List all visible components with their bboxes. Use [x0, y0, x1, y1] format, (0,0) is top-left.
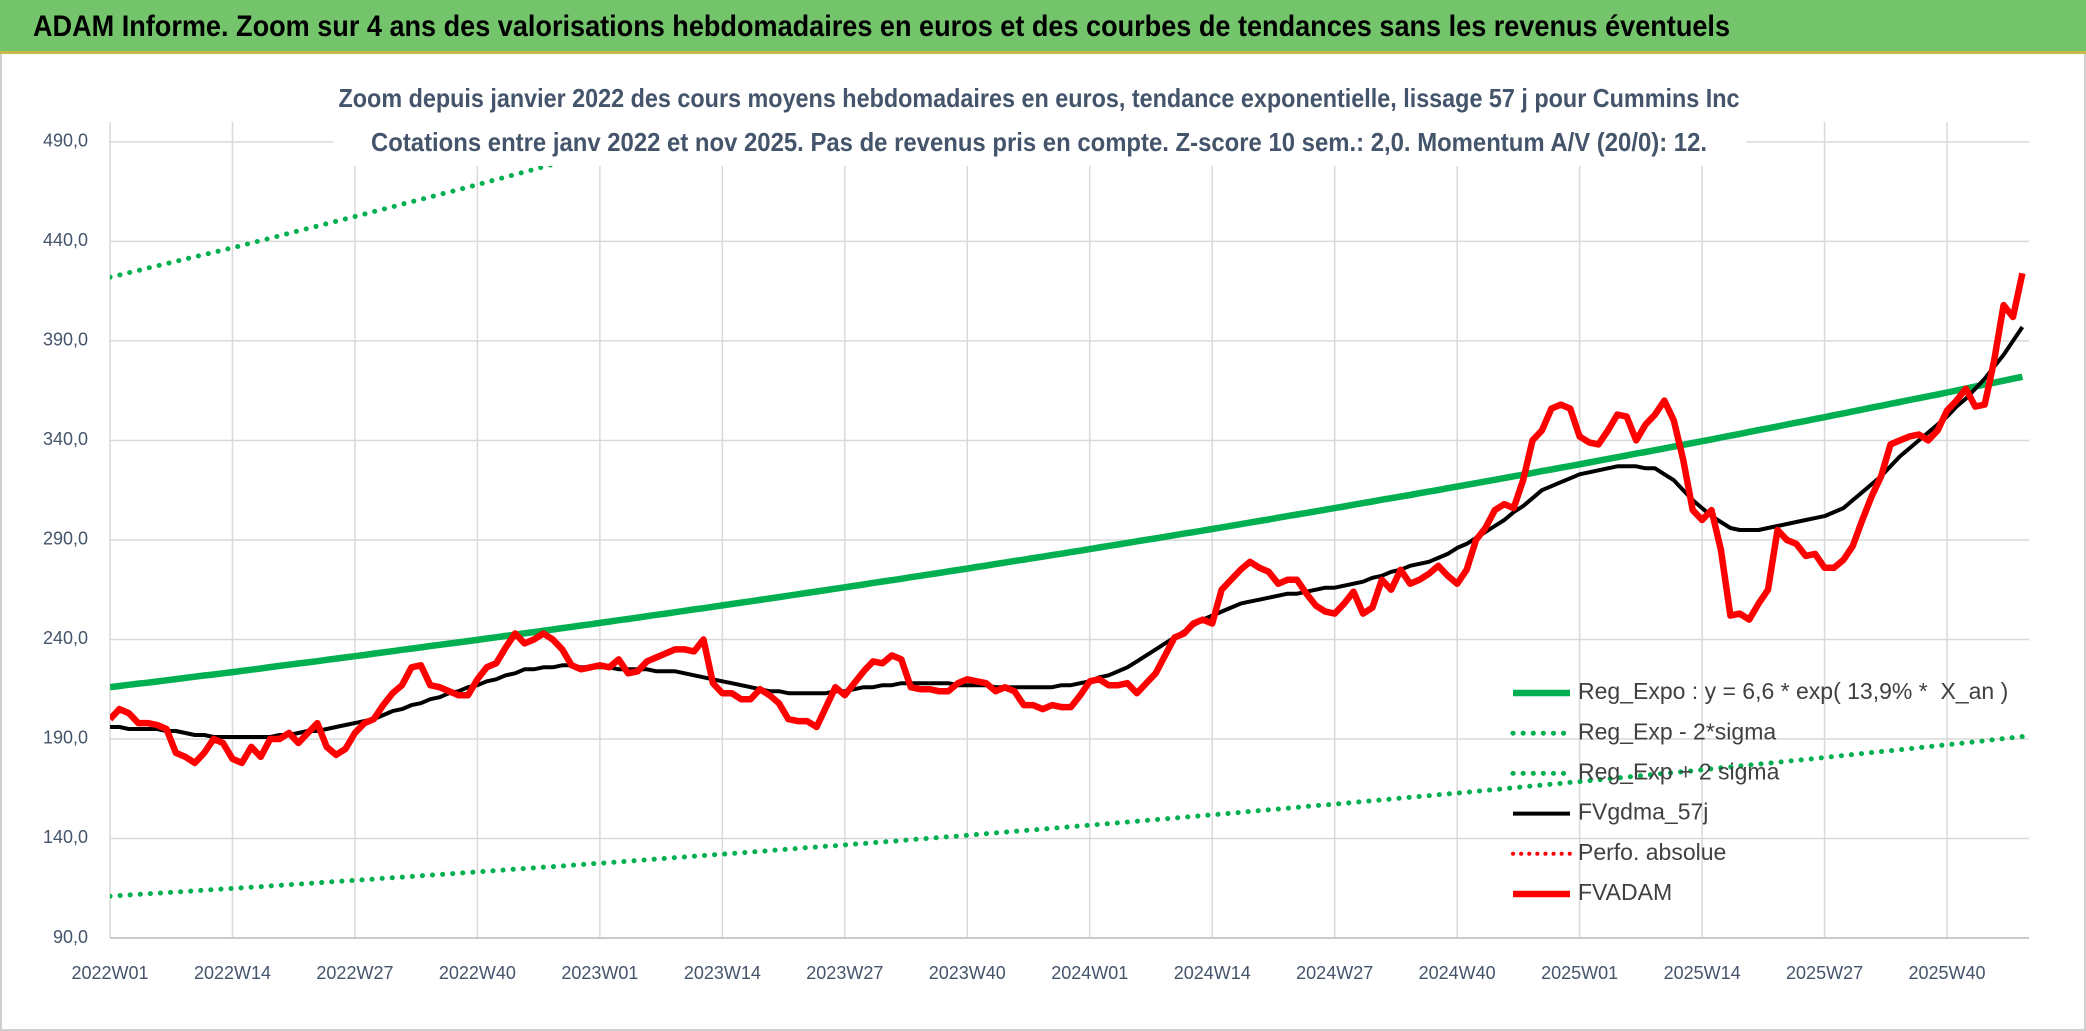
grid: 90,0 140,0 190,0 240,0 290,0 340,0 390,0 440,0 4…	[43, 122, 2029, 983]
y-tick-label: 490,0	[43, 131, 88, 151]
y-tick-label: 140,0	[43, 827, 88, 847]
subtitle: Zoom depuis janvier 2022 des cours moyen…	[339, 83, 1740, 113]
x-tick-label: 2025W14	[1664, 963, 1741, 983]
x-tick-label: 2022W14	[194, 963, 271, 983]
y-tick-label: 440,0	[43, 230, 88, 250]
banner-edge	[0, 51, 2086, 54]
x-tick-label: 2023W14	[684, 963, 761, 983]
legend-label: FVADAM	[1578, 879, 1672, 905]
legend: Reg_Expo : y = 6,6 * exp( 13,9% * X_an )…	[1510, 678, 2008, 905]
y-tick-label: 240,0	[43, 628, 88, 648]
y-tick-label: 290,0	[43, 529, 88, 549]
series-line	[110, 325, 2025, 739]
x-tick-label: 2022W27	[316, 963, 393, 983]
legend-label: Reg_Exp + 2 sigma	[1578, 758, 1780, 784]
legend-label: Reg_Exp - 2*sigma	[1578, 718, 1776, 744]
y-tick-label: 190,0	[43, 728, 88, 748]
x-tick-label: 2024W01	[1051, 963, 1128, 983]
x-tick-label: 2024W40	[1419, 963, 1496, 983]
legend-label: FVgdma_57j	[1578, 799, 1708, 825]
subtitle-box	[333, 80, 1746, 166]
series-line	[110, 734, 2025, 899]
x-tick-label: 2022W01	[71, 963, 148, 983]
chart-title: ADAM Informe. Zoom sur 4 ans des valoris…	[33, 10, 1730, 43]
series-line	[110, 272, 2026, 767]
subtitle: Cotations entre janv 2022 et nov 2025. P…	[371, 127, 1707, 157]
x-tick-label: 2025W40	[1909, 963, 1986, 983]
x-tick-label: 2023W01	[561, 963, 638, 983]
y-tick-label: 390,0	[43, 330, 88, 350]
chart-frame	[0, 39, 2086, 1031]
x-tick-label: 2023W40	[929, 963, 1006, 983]
y-tick-label: 90,0	[53, 927, 88, 947]
title-banner	[0, 0, 2086, 54]
legend-label: Perfo. absolue	[1578, 839, 1726, 865]
x-tick-label: 2025W27	[1786, 963, 1863, 983]
y-tick-label: 340,0	[43, 429, 88, 449]
x-tick-label: 2022W40	[439, 963, 516, 983]
x-tick-label: 2024W27	[1296, 963, 1373, 983]
x-tick-label: 2024W14	[1174, 963, 1251, 983]
series-line	[110, 373, 2024, 691]
x-tick-label: 2025W01	[1541, 963, 1618, 983]
x-tick-label: 2023W27	[806, 963, 883, 983]
legend-label: Reg_Expo : y = 6,6 * exp( 13,9% * X_an )	[1578, 678, 2008, 704]
plot-area	[110, 122, 2026, 899]
